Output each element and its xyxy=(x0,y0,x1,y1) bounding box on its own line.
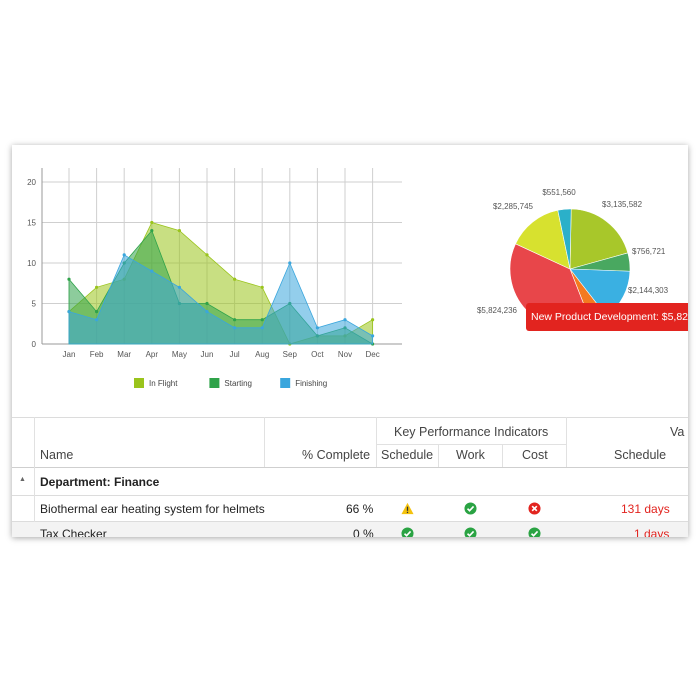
legend-label[interactable]: Starting xyxy=(224,379,252,388)
data-point[interactable] xyxy=(205,301,209,306)
grid-divider xyxy=(502,444,503,467)
y-tick-label: 10 xyxy=(27,259,36,268)
column-header-complete[interactable]: % Complete xyxy=(302,448,371,462)
collapse-toggle-icon[interactable]: ▲ xyxy=(19,476,26,483)
data-point[interactable] xyxy=(288,261,292,265)
data-point[interactable] xyxy=(315,326,319,330)
area-chart: 0 5 10 15 20 Jan Feb Mar Apr May Jun Jul Aug Sep Oct No… xyxy=(27,168,402,388)
legend-label[interactable]: In Flight xyxy=(149,379,178,388)
row-schedule-variance: 131 days xyxy=(621,502,670,516)
data-point[interactable] xyxy=(371,334,375,338)
grid-top-border xyxy=(12,417,688,418)
x-tick-label: Sep xyxy=(283,350,298,359)
row-name: Biothermal ear heating system for helmet… xyxy=(40,502,265,516)
y-tick-label: 15 xyxy=(27,219,36,228)
app-window: 0 5 10 15 20 Jan Feb Mar Apr May Jun Jul Aug Sep Oct No… xyxy=(12,145,688,537)
data-point[interactable] xyxy=(205,310,209,314)
data-point[interactable] xyxy=(150,220,154,225)
table-row[interactable]: Biothermal ear heating system for helmet… xyxy=(12,496,688,521)
check-icon xyxy=(528,527,541,537)
row-name: Tax Checker xyxy=(40,527,107,537)
data-point[interactable] xyxy=(122,253,126,257)
project-grid: Key Performance Indicators Va Name % Com… xyxy=(12,417,688,537)
warning-icon xyxy=(401,502,414,515)
check-icon xyxy=(464,527,477,537)
data-point[interactable] xyxy=(233,326,237,330)
pie-slice-label: $2,144,303 xyxy=(628,286,669,295)
kpi-group-divider xyxy=(376,444,566,445)
pie-slice-label: $5,824,236 xyxy=(477,306,518,315)
x-tick-label: Jul xyxy=(229,350,239,359)
legend-swatch xyxy=(209,378,220,388)
grid-divider xyxy=(566,417,567,467)
column-header-work[interactable]: Work xyxy=(456,448,485,462)
data-point[interactable] xyxy=(67,277,71,281)
error-icon xyxy=(528,502,541,515)
data-point[interactable] xyxy=(371,318,375,322)
x-tick-label: Oct xyxy=(311,350,324,359)
x-tick-label: Dec xyxy=(365,350,379,359)
x-tick-label: Jun xyxy=(201,350,214,359)
legend-label[interactable]: Finishing xyxy=(295,379,327,388)
charts-panel: 0 5 10 15 20 Jan Feb Mar Apr May Jun Jul Aug Sep Oct No… xyxy=(12,145,688,417)
y-tick-label: 0 xyxy=(32,340,37,349)
data-point[interactable] xyxy=(95,318,99,322)
check-icon xyxy=(401,527,414,537)
row-complete: 0 % xyxy=(353,527,374,537)
column-header-cost[interactable]: Cost xyxy=(522,448,548,462)
column-header-name[interactable]: Name xyxy=(40,448,74,462)
x-tick-label: Mar xyxy=(117,350,131,359)
header-bottom-border xyxy=(12,467,688,468)
x-tick-label: Nov xyxy=(338,350,352,359)
pie-slice-label: $756,721 xyxy=(632,247,666,256)
data-point[interactable] xyxy=(260,318,264,322)
data-point[interactable] xyxy=(95,285,99,289)
x-tick-label: Jan xyxy=(63,350,76,359)
x-tick-label: Apr xyxy=(146,350,159,359)
y-tick-label: 20 xyxy=(27,178,36,187)
y-tick-label: 5 xyxy=(32,300,37,309)
kpi-group-header: Key Performance Indicators xyxy=(394,425,549,439)
pie-slice[interactable] xyxy=(569,208,629,270)
data-point[interactable] xyxy=(233,318,237,322)
x-tick-label: Aug xyxy=(255,350,269,359)
table-row[interactable]: Tax Checker 0 % 1 days xyxy=(12,522,688,537)
legend-swatch xyxy=(134,378,144,388)
row-complete: 66 % xyxy=(346,502,374,516)
pie-slice-label: $2,285,745 xyxy=(493,202,534,211)
variance-group-header: Va xyxy=(670,425,685,439)
data-point[interactable] xyxy=(95,310,99,314)
data-point[interactable] xyxy=(343,318,347,322)
pie-slice-label: $551,560 xyxy=(542,188,576,197)
row-schedule-variance: 1 days xyxy=(634,527,670,537)
pie-slice-label: $3,135,582 xyxy=(602,200,643,209)
grid-divider xyxy=(264,417,265,467)
x-tick-label: Feb xyxy=(90,350,104,359)
x-tick-label: May xyxy=(172,350,187,359)
grid-divider xyxy=(34,417,35,537)
data-point[interactable] xyxy=(177,285,181,289)
data-point[interactable] xyxy=(177,229,181,233)
data-point[interactable] xyxy=(260,326,264,330)
grid-divider xyxy=(376,417,377,467)
pie-tooltip: New Product Development: $5,824,236 xyxy=(526,303,688,331)
grid-divider xyxy=(438,444,439,467)
check-icon xyxy=(464,502,477,515)
column-header-schedule[interactable]: Schedule xyxy=(381,448,434,462)
legend-swatch xyxy=(280,378,291,388)
data-point[interactable] xyxy=(260,285,264,289)
column-header-schedule-variance[interactable]: Schedule xyxy=(614,448,667,462)
group-row-border xyxy=(12,495,688,496)
data-point[interactable] xyxy=(233,277,237,281)
pie-slice[interactable] xyxy=(515,209,571,270)
group-row-label: Department: Finance xyxy=(40,475,160,489)
data-point[interactable] xyxy=(150,229,154,233)
data-point[interactable] xyxy=(150,269,154,273)
row-border xyxy=(12,521,688,522)
pie-slice[interactable] xyxy=(557,208,572,270)
pie-chart[interactable]: $3,135,582 $756,721 $2,144,303 $5,824,236 $2… xyxy=(12,145,688,417)
data-point[interactable] xyxy=(67,310,71,314)
data-point[interactable] xyxy=(205,253,209,257)
